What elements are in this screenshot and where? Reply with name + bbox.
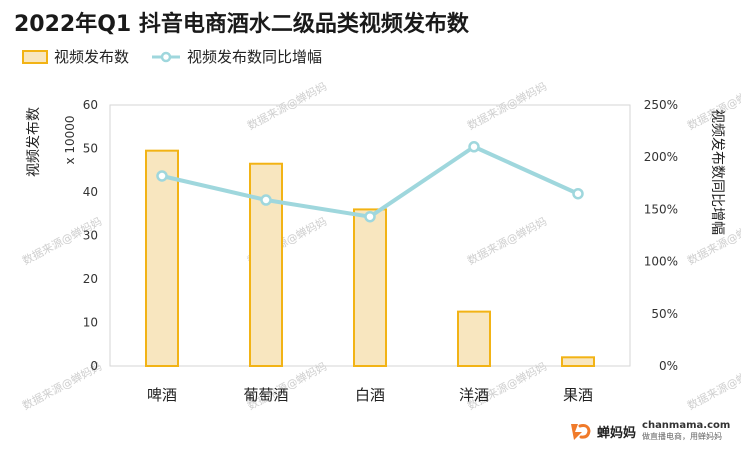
brand-logo-block: 蝉妈妈 chanmama.com 做直播电商，用蝉妈妈 xyxy=(568,420,730,442)
bar xyxy=(457,310,491,367)
bar xyxy=(561,356,595,367)
legend-bar-label: 视频发布数 xyxy=(54,48,130,66)
brand-domain: chanmama.com xyxy=(642,420,731,431)
y2-tick-label: 150% xyxy=(644,202,678,216)
line-point xyxy=(572,187,584,200)
watermark-text: 数据来源@蝉妈妈 xyxy=(465,79,549,133)
right-axis-ticks: 0% 50% 100% 150% 200% 250% xyxy=(644,98,678,373)
watermark-text: 数据来源@蝉妈妈 xyxy=(465,214,549,268)
watermark-text: 数据来源@蝉妈妈 xyxy=(685,359,741,413)
bar xyxy=(353,208,387,367)
brand-slogan: 做直播电商，用蝉妈妈 xyxy=(642,432,723,441)
y2-tick-label: 50% xyxy=(651,307,678,321)
y-tick-label: 60 xyxy=(83,98,98,112)
y2-tick-label: 200% xyxy=(644,150,678,164)
line-point xyxy=(156,170,168,182)
y-tick-label: 40 xyxy=(83,185,98,199)
y-axis-multiplier: x 10000 xyxy=(63,115,77,164)
chanmama-logo-icon xyxy=(571,424,591,440)
line-layer xyxy=(156,141,584,223)
x-category-label: 啤酒 xyxy=(147,386,177,404)
line-point xyxy=(260,194,272,206)
y2-axis-title: 视频发布数同比增幅 xyxy=(709,109,725,235)
legend: 视频发布数 视频发布数同比增幅 xyxy=(22,46,344,67)
bar xyxy=(145,149,179,367)
legend-item-bar: 视频发布数 xyxy=(22,46,129,67)
x-category-label: 果酒 xyxy=(563,386,593,404)
chart-title: 2022年Q1 抖音电商酒水二级品类视频发布数 xyxy=(14,12,469,37)
growth-line xyxy=(161,144,579,219)
y-tick-label: 30 xyxy=(83,229,98,243)
y-tick-label: 0 xyxy=(90,359,98,373)
y2-tick-label: 250% xyxy=(644,98,678,112)
x-category-label: 白酒 xyxy=(355,386,385,404)
y-tick-label: 20 xyxy=(83,272,98,286)
x-category-label: 葡萄酒 xyxy=(243,386,288,404)
legend-line-swatch xyxy=(152,51,181,62)
x-category-label: 洋酒 xyxy=(459,386,489,404)
legend-line-label: 视频发布数同比增幅 xyxy=(187,48,323,66)
y-tick-label: 10 xyxy=(83,316,98,330)
y-axis-title: 视频发布数 xyxy=(26,107,42,177)
line-point xyxy=(468,141,480,153)
legend-bar-swatch xyxy=(22,49,48,64)
brand-name: 蝉妈妈 xyxy=(597,425,637,441)
bar xyxy=(249,162,283,367)
y2-tick-label: 100% xyxy=(644,255,678,269)
left-axis-ticks: 0 10 20 30 40 50 60 xyxy=(83,98,98,373)
bars-layer xyxy=(145,149,595,367)
legend-item-line: 视频发布数同比增幅 xyxy=(151,46,322,67)
line-point xyxy=(364,210,376,223)
y-tick-label: 50 xyxy=(83,142,98,156)
watermark-text: 数据来源@蝉妈妈 xyxy=(245,79,329,133)
y2-tick-label: 0% xyxy=(659,359,678,373)
category-labels: 啤酒 葡萄酒 白酒 洋酒 果酒 xyxy=(147,386,593,404)
